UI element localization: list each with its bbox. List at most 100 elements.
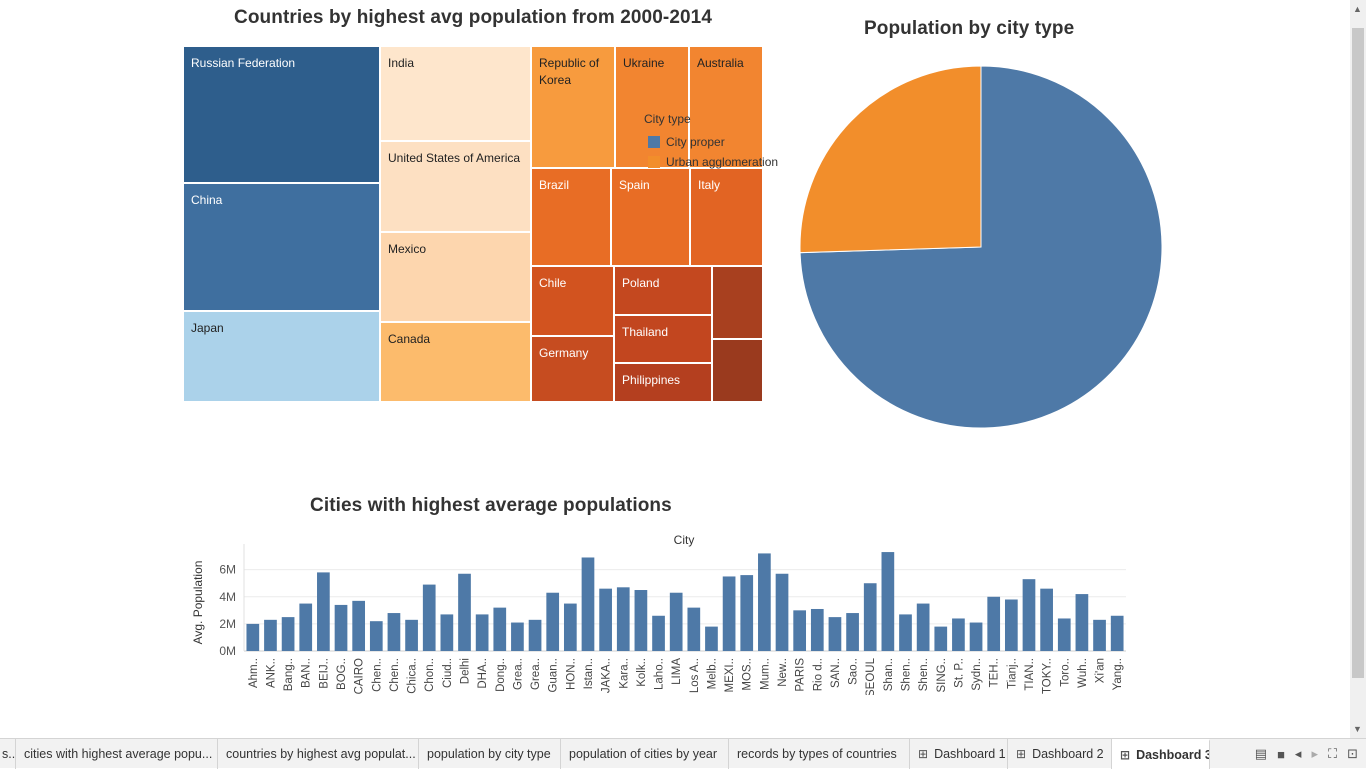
treemap-cell[interactable]: Mexico [380,232,531,322]
bar-7[interactable] [369,621,383,651]
scroll-up-icon[interactable]: ▲ [1353,4,1362,14]
treemap-cell[interactable]: India [380,46,531,141]
show-tabs-icon[interactable]: ■ [1277,746,1285,762]
treemap-chart[interactable]: Russian Federation China Japan India United … [183,46,763,402]
pie-chart[interactable] [790,56,1170,436]
treemap-cell[interactable]: Brazil [531,168,611,266]
bar-32[interactable] [810,608,824,651]
bar-33[interactable] [828,617,842,651]
bar-22[interactable] [634,590,648,651]
treemap-cell[interactable]: Philippines [614,363,712,402]
bar-36[interactable] [881,552,895,651]
bar-28[interactable] [740,575,754,651]
bar-0[interactable] [246,623,260,651]
bar-14[interactable] [493,607,507,651]
presentation-mode-icon[interactable]: ⊡ [1347,746,1358,761]
bar-2[interactable] [281,617,295,651]
pie-slice-urban-agglomeration[interactable] [799,65,982,254]
bar-21[interactable] [616,587,630,651]
bar-44[interactable] [1022,579,1036,651]
bar-20[interactable] [599,588,612,651]
previous-sheet-icon[interactable]: ◂ [1294,746,1302,761]
treemap-cell[interactable]: China [183,183,380,311]
sheet-tab[interactable]: ⊞ Dashboard 3 [1112,738,1210,769]
bar-12[interactable] [458,573,471,651]
x-tick-label: St. P.. [953,658,965,688]
treemap-cell[interactable]: Spain [611,168,690,266]
bar-9[interactable] [405,619,418,651]
bar-48[interactable] [1093,619,1106,651]
treemap-cell[interactable]: Italy [690,168,763,266]
scroll-down-icon[interactable]: ▼ [1353,724,1362,734]
treemap-cell[interactable]: United States of America [380,141,531,232]
sheet-tab-label: population by city type [427,746,551,761]
sheet-tab[interactable]: ⊞ Dashboard 1 [910,738,1008,769]
x-tick-label: DHA.. [477,658,489,689]
legend-item-city-proper[interactable]: City proper [644,132,778,152]
bar-16[interactable] [528,619,542,651]
sheet-tab[interactable]: cities with highest average popu... [16,738,218,769]
bar-4[interactable] [317,572,330,651]
bar-29[interactable] [758,553,771,651]
sheet-tab[interactable]: records by types of countries [729,738,910,769]
treemap-cell[interactable]: Poland [614,266,712,315]
sheet-tab[interactable]: ⊞ Dashboard 2 [1008,738,1112,769]
treemap-cell[interactable]: Thailand [614,315,712,363]
bar-6[interactable] [352,600,366,651]
bar-38[interactable] [916,603,930,651]
bar-10[interactable] [422,584,436,651]
treemap-cell[interactable]: Republic of Korea [531,46,615,168]
bar-27[interactable] [722,576,736,651]
bar-25[interactable] [687,607,701,651]
bar-1[interactable] [264,619,277,651]
treemap-cell[interactable] [712,266,763,339]
bar-37[interactable] [899,614,912,651]
treemap-cell[interactable]: Japan [183,311,380,402]
treemap-cell[interactable]: Russian Federation [183,46,380,183]
sheet-tab[interactable]: population of cities by year [561,738,729,769]
bar-46[interactable] [1057,618,1071,651]
sheet-tab-label: Dashboard 3 [1136,747,1210,762]
treemap-cell[interactable]: Canada [380,322,531,402]
sheet-tab[interactable]: countries by highest avg populat... [218,738,419,769]
bar-17[interactable] [546,592,560,651]
bar-11[interactable] [440,614,454,651]
bar-34[interactable] [846,613,859,651]
bar-49[interactable] [1110,615,1124,651]
bar-30[interactable] [775,573,789,651]
treemap-cell[interactable]: Germany [531,336,614,402]
bar-31[interactable] [793,610,807,651]
fullscreen-icon[interactable]: ⛶ [1327,746,1338,761]
bar-19[interactable] [581,557,595,651]
sheet-tab[interactable]: s... [0,738,16,769]
x-tick-label: Bang.. [283,658,295,691]
bar-24[interactable] [669,592,683,651]
legend-item-urban-agglomeration[interactable]: Urban agglomeration [644,152,778,172]
bar-42[interactable] [987,596,1001,651]
bar-15[interactable] [511,622,524,651]
vertical-scrollbar[interactable]: ▲ ▼ [1350,0,1366,738]
sheet-tab[interactable]: population by city type [419,738,561,769]
bar-35[interactable] [863,583,877,651]
bar-45[interactable] [1040,588,1053,651]
bar-26[interactable] [705,626,718,651]
next-sheet-icon[interactable]: ▸ [1311,746,1318,761]
bar-47[interactable] [1075,594,1089,651]
bar-43[interactable] [1004,599,1018,652]
bar-8[interactable] [387,613,401,651]
bar-40[interactable] [952,618,965,651]
bar-3[interactable] [299,603,313,651]
bar-13[interactable] [475,614,489,651]
bar-23[interactable] [652,615,665,651]
bar-39[interactable] [934,626,948,651]
bar-41[interactable] [969,622,983,651]
treemap-cell[interactable] [712,339,763,402]
x-tick-label: Ciud.. [442,658,454,688]
show-filmstrip-icon[interactable]: ▤ [1254,746,1268,761]
scroll-thumb[interactable] [1352,28,1364,678]
treemap-cell[interactable]: Chile [531,266,614,336]
treemap-cell[interactable]: Australia [689,46,763,168]
bar-18[interactable] [563,603,577,651]
bar-chart[interactable]: 0M 2M 4M 6M Avg. Population City Ahm.. ANK.. Ban… [180,530,1140,695]
bar-5[interactable] [334,604,348,651]
